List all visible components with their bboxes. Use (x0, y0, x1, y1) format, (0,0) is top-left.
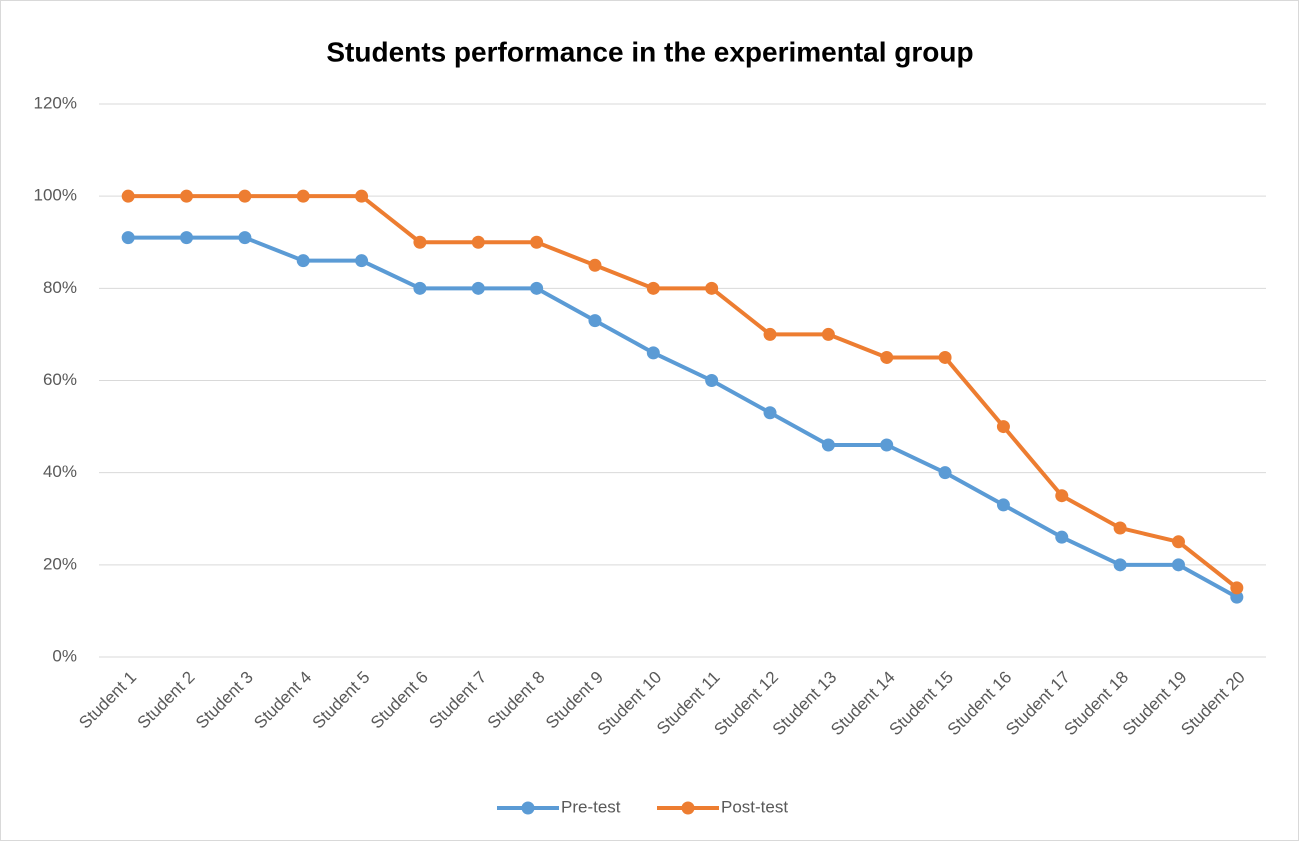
point-marker (646, 281, 660, 295)
point-marker (1055, 489, 1069, 503)
point-marker (1055, 530, 1069, 544)
legend-marker (681, 801, 695, 815)
point-marker (880, 350, 894, 364)
point-marker (180, 189, 194, 203)
y-tick-label: 0% (52, 646, 77, 665)
point-marker (355, 189, 369, 203)
point-marker (1230, 590, 1244, 604)
point-marker (996, 420, 1010, 434)
y-tick-label: 120% (34, 93, 77, 112)
legend-label: Post-test (721, 797, 788, 816)
point-marker (1171, 535, 1185, 549)
point-marker (938, 466, 952, 480)
point-marker (705, 281, 719, 295)
y-tick-label: 20% (43, 554, 77, 573)
y-tick-label: 100% (34, 186, 77, 205)
point-marker (1171, 558, 1185, 572)
point-marker (238, 231, 252, 245)
point-marker (821, 327, 835, 341)
point-marker (1113, 558, 1127, 572)
point-marker (646, 346, 660, 360)
y-tick-label: 80% (43, 278, 77, 297)
chart-title: Students performance in the experimental… (326, 36, 973, 67)
y-tick-label: 40% (43, 462, 77, 481)
point-marker (705, 374, 719, 387)
point-marker (121, 231, 135, 245)
point-marker (471, 281, 485, 295)
point-marker (938, 350, 952, 364)
series-line (128, 194, 1239, 590)
point-marker (238, 189, 252, 203)
point-marker (880, 438, 894, 452)
point-marker (296, 254, 310, 268)
point-marker (1113, 521, 1127, 535)
point-marker (413, 235, 427, 249)
point-marker (588, 258, 602, 272)
point-marker (471, 235, 485, 249)
point-marker (588, 314, 602, 328)
point-marker (530, 281, 544, 295)
point-marker (413, 281, 427, 295)
y-tick-label: 60% (43, 370, 77, 389)
legend-marker (521, 801, 535, 815)
point-marker (121, 189, 135, 203)
series-line (128, 235, 1238, 599)
legend-label: Pre-test (561, 797, 621, 816)
point-marker (821, 438, 835, 452)
point-marker (530, 235, 544, 249)
point-marker (1230, 581, 1244, 595)
point-marker (996, 498, 1010, 512)
point-marker (763, 406, 777, 420)
point-marker (296, 189, 310, 203)
point-marker (355, 254, 369, 268)
point-marker (763, 327, 777, 341)
point-marker (180, 231, 194, 245)
